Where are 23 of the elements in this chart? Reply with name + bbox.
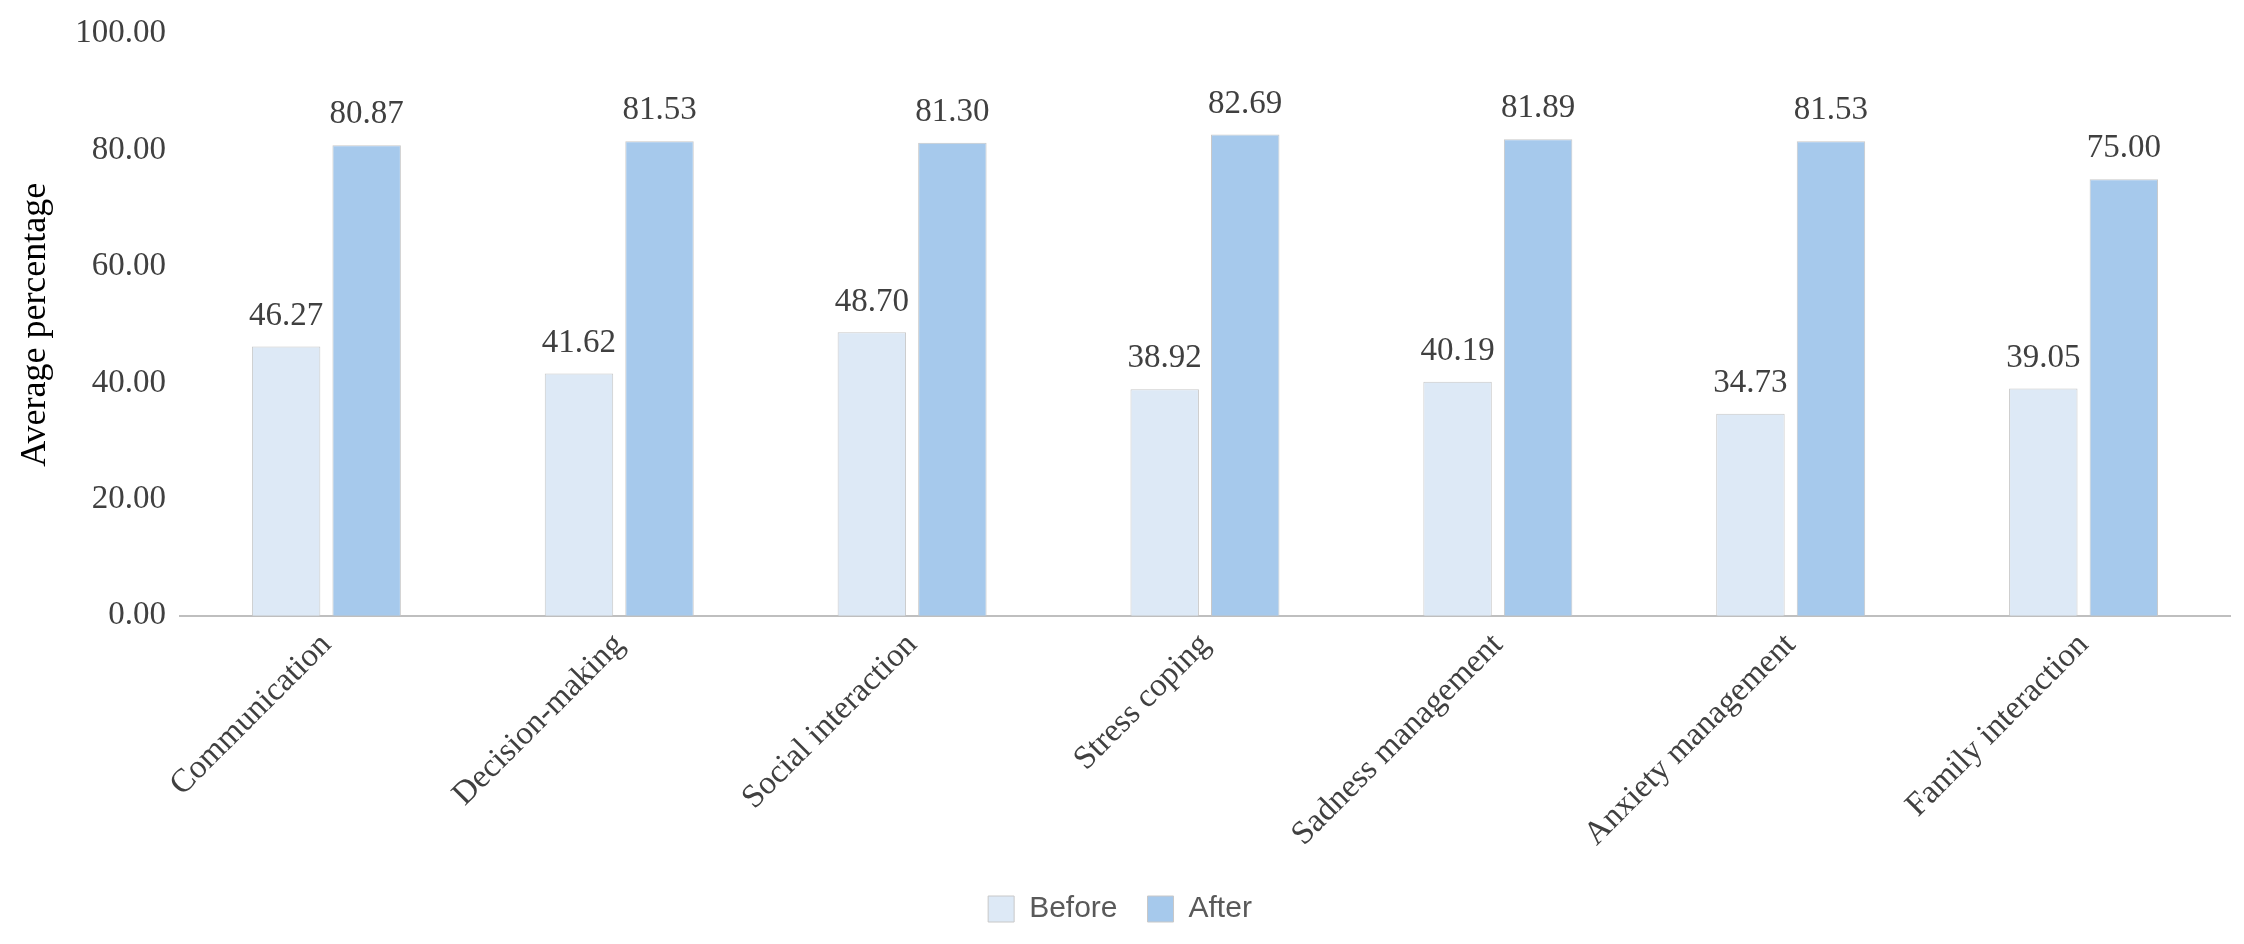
data-label: 81.53 xyxy=(1793,90,1869,127)
data-label: 81.53 xyxy=(622,90,697,127)
data-label: 48.70 xyxy=(834,281,909,318)
y-tick-label: 80.00 xyxy=(91,129,166,166)
data-label: 39.05 xyxy=(2006,337,2081,374)
data-label: 75.00 xyxy=(2086,128,2161,165)
legend-label: After xyxy=(1188,890,1252,924)
legend-label: Before xyxy=(1029,890,1118,924)
y-tick-label: 20.00 xyxy=(91,479,166,516)
data-label: 38.92 xyxy=(1127,338,1202,375)
data-label: 82.69 xyxy=(1208,83,1283,120)
data-label: 40.19 xyxy=(1420,331,1495,368)
data-label: 34.73 xyxy=(1713,362,1788,399)
y-tick-label: 0.00 xyxy=(108,595,166,632)
data-label: 80.87 xyxy=(329,94,404,131)
data-label: 81.30 xyxy=(915,91,990,128)
y-tick-label: 40.00 xyxy=(91,362,166,399)
data-label: 46.27 xyxy=(248,295,324,332)
data-label: 41.62 xyxy=(541,322,617,359)
y-axis-title: Average percentage xyxy=(13,182,54,467)
data-label: 81.89 xyxy=(1500,88,1576,125)
y-tick-label: 60.00 xyxy=(91,246,166,283)
y-tick-label: 100.00 xyxy=(75,13,166,50)
